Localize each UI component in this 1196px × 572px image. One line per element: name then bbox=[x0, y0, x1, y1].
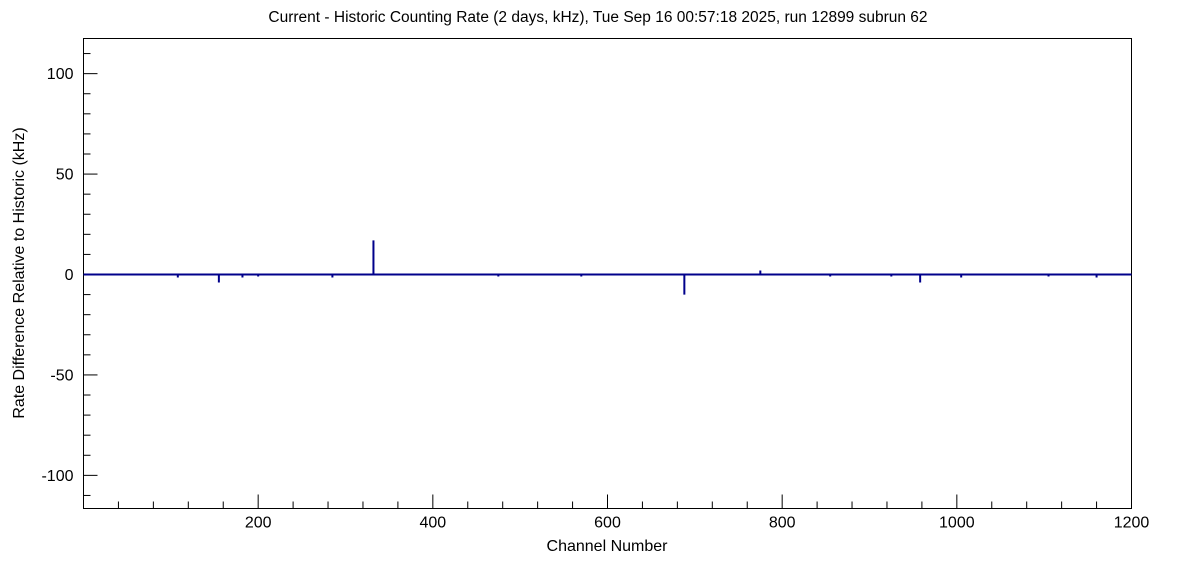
x-tick-label: 1200 bbox=[1114, 515, 1150, 532]
y-tick-label: 0 bbox=[65, 267, 74, 284]
y-tick-label: -100 bbox=[41, 468, 73, 485]
x-tick-label: 200 bbox=[245, 515, 272, 532]
y-tick-label: 100 bbox=[47, 66, 74, 83]
x-tick-label: 600 bbox=[594, 515, 621, 532]
y-tick-label: 50 bbox=[56, 167, 74, 184]
data-series-line bbox=[83, 240, 1132, 295]
y-tick-label: -50 bbox=[50, 367, 73, 384]
chart-title: Current - Historic Counting Rate (2 days… bbox=[268, 9, 928, 26]
x-tick-label: 800 bbox=[769, 515, 796, 532]
x-tick-label: 400 bbox=[419, 515, 446, 532]
x-axis-title: Channel Number bbox=[546, 538, 668, 555]
x-tick-label: 1000 bbox=[939, 515, 975, 532]
y-axis-title: Rate Difference Relative to Historic (kH… bbox=[11, 127, 28, 419]
